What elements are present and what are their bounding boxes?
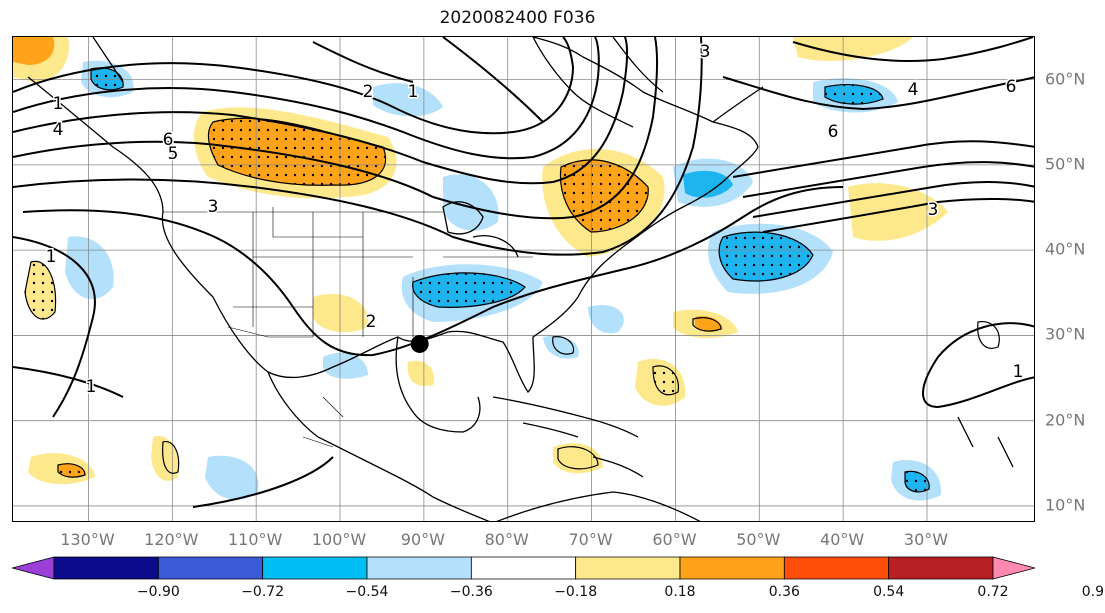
longitude-label: 110°W — [227, 530, 283, 549]
latitude-label: 60°N — [1045, 69, 1086, 89]
coastlines — [27, 37, 1014, 521]
positive-anomaly-area — [695, 316, 723, 332]
colorbar — [12, 556, 1035, 580]
contour-label: 1 — [53, 94, 64, 114]
colorbar-tick-label: 0.90 — [1081, 584, 1105, 600]
negative-anomaly-area — [373, 83, 443, 117]
negative-anomaly-area — [65, 236, 114, 299]
colorbar-segment — [366, 556, 472, 580]
colorbar-segment — [679, 556, 785, 580]
colorbar-segment — [53, 556, 159, 580]
longitude-label: 90°W — [400, 530, 445, 549]
colorbar-segment — [783, 556, 890, 580]
longitude-label: 120°W — [144, 530, 199, 549]
colorbar-extend-low — [12, 556, 55, 580]
colorbar-segment — [888, 556, 994, 580]
contour-label: 3 — [700, 42, 711, 62]
latitude-label: 20°N — [1045, 410, 1086, 430]
colorbar-tick-label: 0.18 — [664, 584, 696, 600]
contour-label: 4 — [53, 120, 64, 140]
contour-label: 3 — [208, 197, 219, 217]
colorbar-segment — [470, 556, 577, 580]
political-borders — [163, 207, 533, 448]
negative-anomaly-area — [443, 174, 499, 231]
colorbar-segment — [157, 556, 264, 580]
longitude-label: 60°W — [652, 530, 697, 549]
latitude-label: 30°N — [1045, 324, 1086, 344]
positive-anomaly-area — [313, 293, 369, 333]
latitude-label: 50°N — [1045, 154, 1086, 174]
longitude-label: 50°W — [736, 530, 781, 549]
longitude-label: 130°W — [60, 530, 115, 549]
colorbar-tick-label: −0.90 — [136, 584, 180, 600]
colorbar-segment — [262, 556, 368, 580]
negative-anomaly-area — [323, 352, 368, 379]
contour-label: 6 — [1006, 77, 1017, 97]
storm-location-marker — [410, 334, 429, 353]
colorbar-tick-label: 0.72 — [977, 584, 1009, 600]
positive-anomaly-area — [151, 436, 179, 481]
latitude-label: 10°N — [1045, 495, 1086, 515]
longitude-label: 80°W — [484, 530, 529, 549]
contour-label: 4 — [908, 80, 919, 100]
colorbar-tick-label: −0.54 — [345, 584, 389, 600]
contour-label: 5 — [168, 144, 179, 164]
contour-label: 6 — [828, 122, 839, 142]
longitude-label: 40°W — [820, 530, 865, 549]
contour-label: 1 — [46, 247, 57, 267]
positive-anomaly-area — [407, 360, 434, 387]
negative-anomaly-area — [683, 170, 733, 198]
significance-outlines — [24, 67, 1000, 493]
height-contours — [13, 37, 1034, 508]
positive-anomaly-area — [793, 37, 913, 61]
colorbar-tick-label: −0.36 — [449, 584, 493, 600]
colorbar-extend-high — [992, 556, 1035, 580]
positive-anomaly-area — [13, 37, 55, 65]
map-title: 2020082400 F036 — [439, 8, 596, 28]
longitude-label: 30°W — [903, 530, 949, 549]
longitude-label: 100°W — [311, 530, 367, 549]
colorbar-tick-label: 0.54 — [873, 584, 905, 600]
contour-label: 2 — [363, 82, 374, 102]
contour-label: 1 — [408, 82, 419, 102]
colorbar-tick-label: −0.18 — [554, 584, 598, 600]
colorbar-tick-label: −0.72 — [241, 584, 285, 600]
negative-anomaly-area — [588, 305, 624, 334]
contour-label: 6 — [163, 130, 174, 150]
negative-anomaly-area — [205, 455, 259, 500]
colorbar-tick-label: 0.36 — [768, 584, 800, 600]
colorbar-segment — [575, 556, 681, 580]
contour-label: 2 — [366, 312, 377, 332]
contour-label: 1 — [1013, 362, 1024, 382]
anomaly-shading — [13, 37, 948, 501]
latitude-label: 40°N — [1045, 239, 1086, 259]
contour-label: 3 — [928, 200, 939, 220]
longitude-label: 70°W — [568, 530, 613, 549]
contour-label: 1 — [86, 377, 97, 397]
